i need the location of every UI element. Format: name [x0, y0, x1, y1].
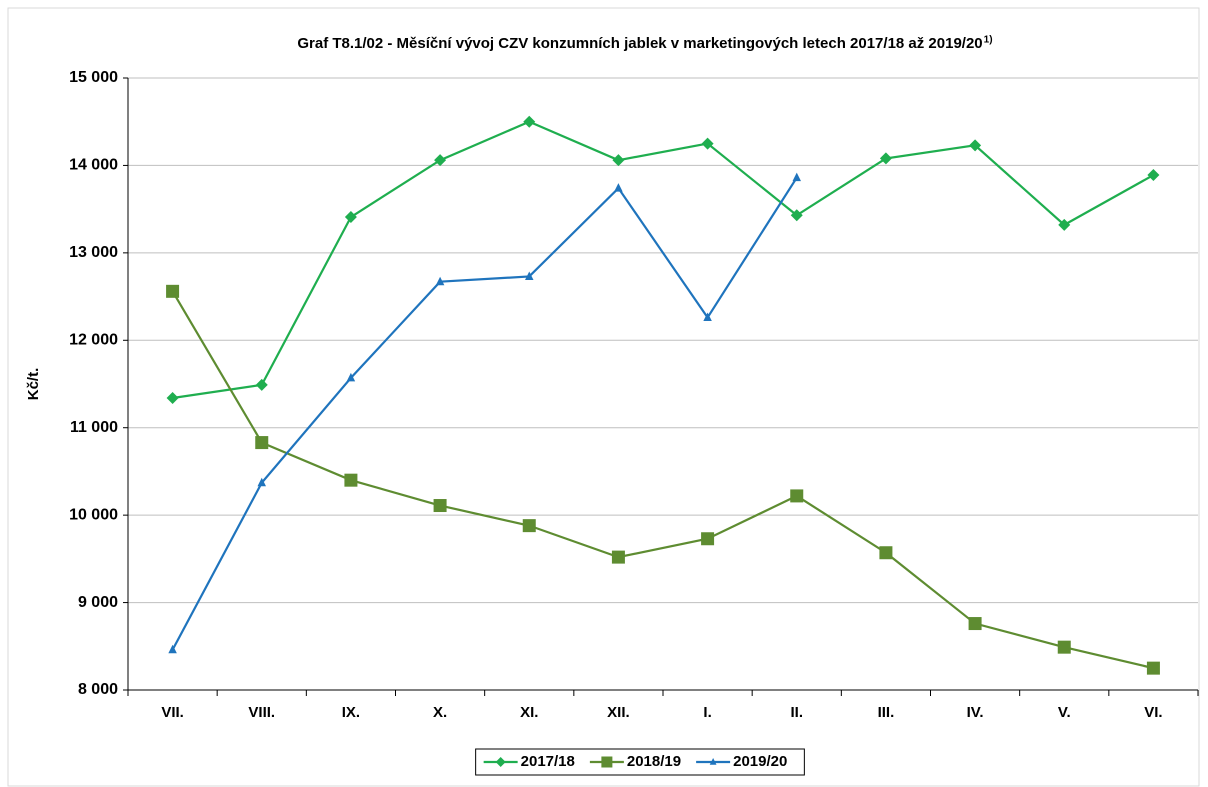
marker — [611, 550, 625, 564]
marker — [257, 477, 266, 487]
marker — [1058, 218, 1071, 231]
x-tick-label: VII. — [161, 704, 184, 721]
legend-box — [475, 748, 805, 776]
marker — [344, 473, 358, 487]
marker — [879, 546, 893, 560]
y-tick-label: 10 000 — [69, 506, 118, 523]
legend-label: 2018/19 — [627, 753, 681, 770]
marker — [969, 139, 982, 152]
legend-marker — [495, 757, 506, 767]
marker — [344, 211, 357, 224]
x-tick-label: XI. — [520, 704, 538, 721]
marker — [166, 391, 179, 404]
legend-marker — [709, 758, 717, 765]
marker — [701, 137, 714, 150]
marker — [255, 378, 268, 391]
marker — [255, 436, 269, 450]
series-line — [171, 177, 798, 651]
marker — [522, 519, 536, 533]
marker — [435, 276, 445, 286]
marker — [168, 644, 177, 654]
y-tick-label: 9 000 — [78, 594, 118, 611]
legend-label: 2019/20 — [733, 753, 787, 770]
x-tick-label: II. — [790, 704, 803, 721]
marker — [166, 284, 180, 298]
marker — [790, 209, 803, 222]
marker — [1146, 661, 1160, 675]
marker — [790, 489, 804, 503]
y-tick-label: 15 000 — [69, 69, 118, 86]
x-tick-label: VIII. — [248, 704, 275, 721]
title-note: 1) — [984, 35, 993, 46]
legend-marker — [601, 756, 613, 768]
marker — [612, 154, 625, 167]
marker — [792, 172, 801, 182]
x-tick-label: XII. — [607, 704, 630, 721]
y-tick-label: 11 000 — [70, 419, 118, 436]
chart-border — [7, 7, 1200, 787]
x-tick-label: III. — [878, 704, 895, 721]
marker — [614, 183, 623, 192]
y-tick-label: 14 000 — [69, 157, 118, 174]
x-tick-label: VI. — [1144, 704, 1162, 721]
series-line — [171, 290, 1154, 670]
y-tick-label: 8 000 — [78, 681, 118, 698]
chart-title: Graf T8.1/02 - Měsíční vývoj CZV konzumn… — [297, 35, 982, 52]
marker — [703, 312, 712, 322]
x-tick-label: I. — [703, 704, 711, 721]
marker — [1147, 169, 1160, 182]
marker — [346, 372, 356, 382]
marker — [1057, 640, 1071, 654]
legend-label: 2017/18 — [521, 753, 575, 770]
series-line — [172, 120, 1154, 400]
marker — [523, 115, 536, 128]
x-tick-label: IX. — [342, 704, 360, 721]
y-tick-label: 12 000 — [69, 332, 118, 349]
marker — [433, 499, 447, 513]
x-tick-label: IV. — [967, 704, 984, 721]
x-tick-label: X. — [433, 704, 447, 721]
marker — [701, 532, 715, 546]
marker — [434, 154, 447, 167]
x-tick-label: V. — [1058, 704, 1071, 721]
marker — [879, 152, 892, 165]
y-tick-label: 13 000 — [69, 244, 118, 261]
y-axis-label: Kč/t. — [25, 368, 42, 401]
marker — [525, 271, 534, 280]
marker — [968, 617, 982, 631]
